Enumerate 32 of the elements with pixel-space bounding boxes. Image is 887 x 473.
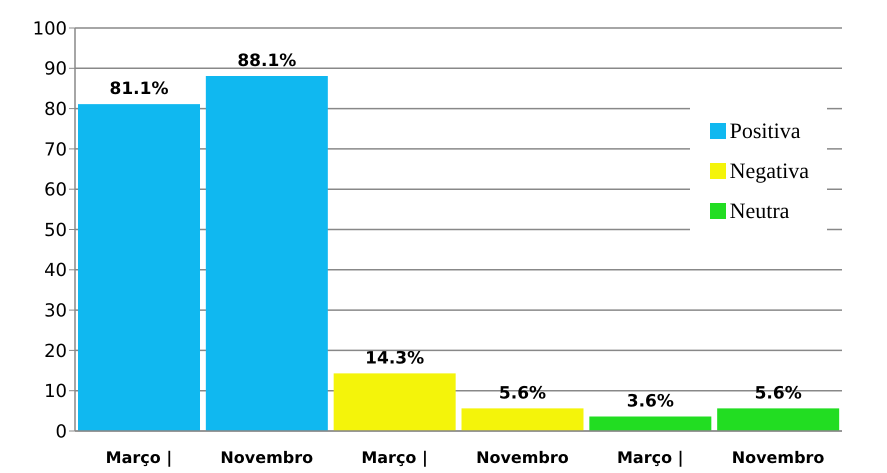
bar — [334, 373, 456, 431]
bar — [78, 104, 200, 431]
data-label: 5.6% — [754, 383, 802, 404]
y-tick-label: 90 — [44, 58, 67, 80]
y-tick-label: 20 — [44, 340, 67, 362]
y-tick-label: 70 — [44, 139, 67, 160]
data-label: 3.6% — [626, 391, 674, 412]
legend-label: Neutra — [730, 198, 790, 224]
data-label: 81.1% — [110, 79, 168, 100]
x-tick-label: Março | — [617, 448, 684, 467]
legend-label: Positiva — [730, 118, 800, 144]
y-tick-label: 80 — [44, 98, 67, 120]
y-tick-label: 50 — [44, 220, 67, 241]
bar — [589, 416, 712, 431]
x-tick-label: Novembro — [732, 448, 824, 467]
bar — [462, 408, 584, 431]
bar — [206, 76, 328, 431]
bar — [717, 408, 840, 431]
data-label: 5.6% — [498, 383, 546, 404]
x-tick-label: Março | — [361, 448, 428, 467]
y-tick-label: 10 — [44, 381, 67, 402]
x-tick-label: Março | — [106, 448, 172, 467]
legend-label: Negativa — [730, 158, 809, 184]
x-tick-label: Novembro — [220, 448, 314, 467]
data-label: 14.3% — [365, 348, 424, 368]
x-tick-label: Novembro — [476, 448, 569, 467]
y-tick-label: 100 — [32, 18, 67, 40]
data-label: 88.1% — [237, 50, 296, 71]
y-tick-label: 60 — [44, 180, 67, 201]
y-tick-label: 30 — [44, 300, 67, 322]
y-tick-label: 0 — [56, 421, 67, 442]
y-tick-label: 40 — [44, 260, 67, 282]
